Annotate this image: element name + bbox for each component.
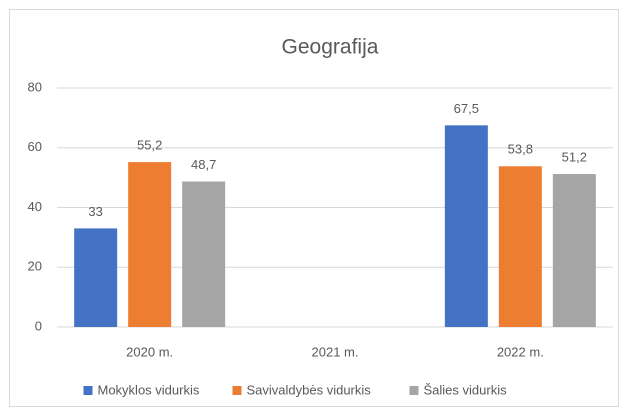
bar	[498, 166, 542, 327]
y-tick-label: 80	[28, 79, 42, 94]
y-tick-label: 0	[35, 318, 42, 333]
legend-swatch	[83, 386, 93, 395]
x-tick-label: 2020 m.	[126, 344, 173, 359]
data-label: 48,7	[191, 157, 216, 172]
bar	[444, 125, 488, 327]
bar	[128, 162, 172, 327]
legend-label: Mokyklos vidurkis	[98, 382, 200, 397]
x-tick-label: 2022 m.	[497, 344, 544, 359]
data-label: 67,5	[454, 101, 479, 116]
y-tick-label: 20	[28, 259, 42, 274]
data-label: 33	[88, 204, 102, 219]
legend-swatch	[409, 386, 419, 395]
bar	[74, 228, 118, 327]
bar	[182, 181, 226, 327]
data-label: 51,2	[562, 149, 587, 164]
chart-title: Geografija	[282, 36, 379, 59]
data-label: 53,8	[508, 142, 533, 157]
y-tick-label: 40	[28, 199, 42, 214]
bar	[552, 174, 596, 327]
x-tick-label: 2021 m.	[312, 344, 359, 359]
data-label: 55,2	[137, 138, 162, 153]
legend-swatch	[232, 386, 242, 395]
legend-label: Savivaldybės vidurkis	[247, 382, 372, 397]
y-tick-label: 60	[28, 139, 42, 154]
legend-label: Šalies vidurkis	[424, 382, 508, 397]
